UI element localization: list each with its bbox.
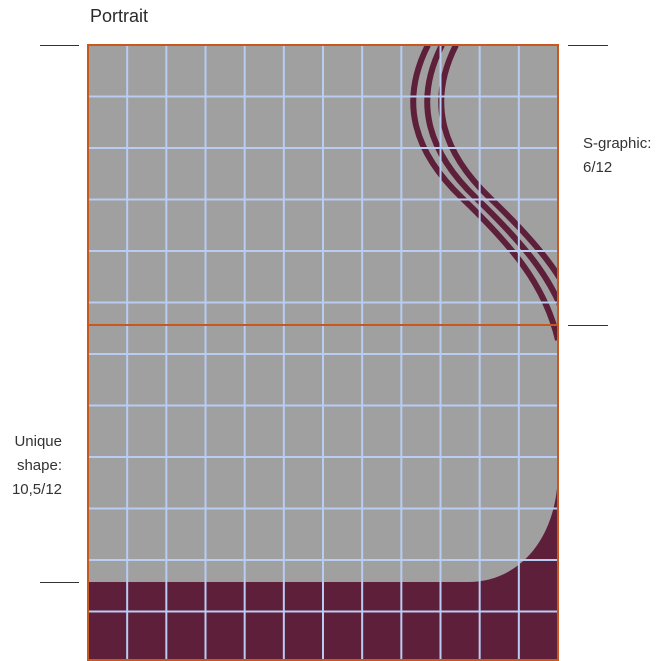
s-curve-2 [424,45,558,308]
s-graphic [410,45,558,341]
page-title: Portrait [90,6,149,26]
unique-shape-label: Unique shape: 10,5/12 [0,430,62,502]
tick-top-left [40,45,79,46]
s-curve-3 [438,45,558,282]
s-graphic-label-line1: S-graphic: [583,135,652,152]
frame-border [87,44,559,661]
s-graphic-label: S-graphic: 6/12 [583,132,651,180]
unique-shape-label-line2: shape: [16,457,62,474]
unique-shape-label-line1: Unique [14,433,62,450]
s-curve-1 [410,45,558,341]
tick-mid-right [568,325,608,326]
tick-bottom-left [40,582,79,583]
s-graphic-label-line2: 6/12 [583,159,613,176]
grid-lines [88,45,558,660]
tick-top-right [568,45,608,46]
unique-shape-label-line3: 10,5/12 [11,481,62,498]
